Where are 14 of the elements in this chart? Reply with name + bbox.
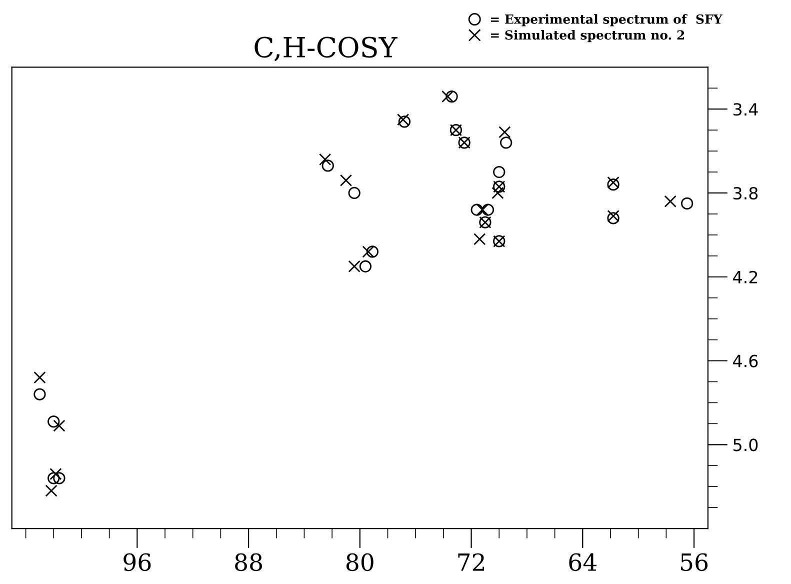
x-tick-label: 80 (346, 553, 374, 572)
legend-label: = Experimental spectrum of SFY (490, 14, 722, 26)
y-tick-label: 3.4 (734, 103, 758, 116)
x-tick-label: 72 (458, 553, 484, 571)
y-tick-label: 4.6 (733, 354, 758, 368)
x-tick-label: 96 (124, 553, 151, 572)
x-tick-label: 56 (681, 553, 708, 572)
legend-label: = Simulated spectrum no. 2 (490, 30, 684, 42)
y-tick-label: 4.2 (733, 270, 758, 284)
chart-title: C,H-COSY (254, 36, 398, 62)
y-tick-label: 5.0 (734, 438, 758, 452)
y-tick-label: 3.8 (734, 186, 758, 200)
x-tick-label: 64 (569, 553, 596, 572)
x-tick-label: 88 (235, 553, 262, 572)
